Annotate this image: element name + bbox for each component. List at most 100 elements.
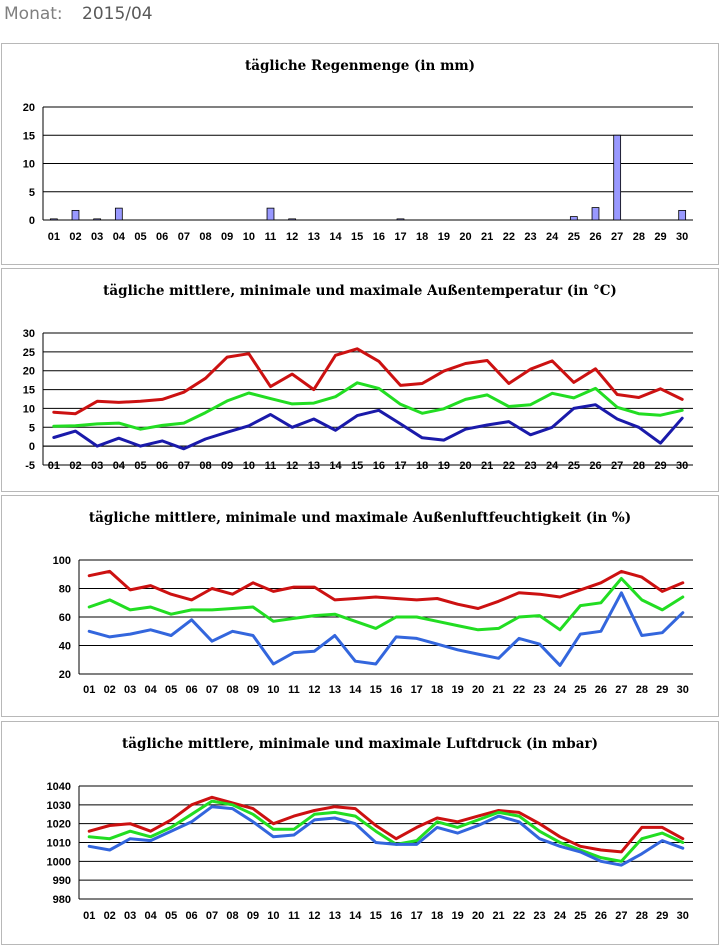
x-tick-label: 07 <box>178 231 190 243</box>
x-tick-label: 04 <box>113 460 126 472</box>
x-tick-label: 08 <box>226 684 238 696</box>
x-tick-label: 20 <box>472 910 484 922</box>
x-tick-label: 22 <box>513 684 525 696</box>
x-tick-label: 16 <box>390 910 402 922</box>
x-tick-label: 14 <box>329 460 342 472</box>
y-tick-label: 30 <box>23 328 35 340</box>
y-tick-label: 25 <box>23 347 35 359</box>
x-tick-label: 24 <box>554 910 567 922</box>
x-tick-label: 19 <box>452 684 464 696</box>
x-tick-label: 18 <box>416 231 428 243</box>
x-tick-label: 13 <box>308 460 320 472</box>
x-tick-label: 25 <box>574 910 586 922</box>
x-tick-label: 21 <box>492 910 504 922</box>
x-tick-label: 05 <box>134 231 146 243</box>
y-tick-label: 1020 <box>47 819 71 831</box>
x-tick-label: 17 <box>394 460 406 472</box>
x-tick-label: 23 <box>524 231 536 243</box>
x-tick-label: 24 <box>554 684 567 696</box>
x-tick-label: 12 <box>308 910 320 922</box>
x-tick-label: 08 <box>226 910 238 922</box>
y-tick-label: 20 <box>23 102 35 114</box>
x-tick-label: 02 <box>104 910 116 922</box>
y-tick-label: 1030 <box>47 800 71 812</box>
x-tick-label: 25 <box>568 231 580 243</box>
x-tick-label: 22 <box>503 231 515 243</box>
x-tick-label: 21 <box>492 684 504 696</box>
x-tick-label: 15 <box>351 231 363 243</box>
humidity-chart-panel: tägliche mittlere, minimale und maximale… <box>1 495 719 717</box>
x-tick-label: 03 <box>91 231 103 243</box>
x-tick-label: 19 <box>438 460 450 472</box>
y-tick-label: 0 <box>29 215 35 227</box>
rain-chart-panel: tägliche Regenmenge (in mm) 0 5 10 15 20 01 02 0… <box>1 43 719 265</box>
x-tick-label: 09 <box>247 684 259 696</box>
rain-bar <box>613 134 622 221</box>
x-tick-label: 04 <box>145 910 158 922</box>
rain-bar <box>288 218 297 221</box>
x-tick-label: 05 <box>165 910 177 922</box>
series-line-1 <box>87 795 685 854</box>
x-tick-label: 14 <box>349 684 362 696</box>
x-tick-label: 28 <box>636 910 648 922</box>
series-line-2 <box>87 577 685 632</box>
x-tick-label: 01 <box>83 910 95 922</box>
x-tick-label: 23 <box>533 684 545 696</box>
y-tick-label: 10 <box>23 159 35 171</box>
x-tick-label: 02 <box>69 231 81 243</box>
x-tick-label: 28 <box>633 231 645 243</box>
rain-bar <box>114 207 123 221</box>
x-tick-label: 19 <box>452 910 464 922</box>
x-tick-label: 30 <box>677 684 689 696</box>
rain-bar <box>71 209 80 221</box>
x-tick-label: 06 <box>156 231 168 243</box>
x-tick-label: 17 <box>411 684 423 696</box>
x-tick-label: 05 <box>134 460 146 472</box>
x-tick-label: 01 <box>48 460 60 472</box>
y-tick-label: 5 <box>29 422 35 434</box>
x-tick-label: 30 <box>676 460 688 472</box>
x-tick-label: 03 <box>91 460 103 472</box>
x-tick-label: 20 <box>459 460 471 472</box>
x-tick-label: 12 <box>308 684 320 696</box>
chart-title: tägliche mittlere, minimale und maximale… <box>103 283 617 299</box>
y-tick-label: 980 <box>53 894 71 906</box>
x-tick-label: 28 <box>636 684 648 696</box>
rain-bar <box>569 216 578 221</box>
x-tick-label: 11 <box>288 684 300 696</box>
x-tick-label: 02 <box>104 684 116 696</box>
x-tick-label: 14 <box>329 231 342 243</box>
x-tick-label: 22 <box>513 910 525 922</box>
humidity-chart: tägliche mittlere, minimale und maximale… <box>53 510 693 696</box>
x-tick-label: 16 <box>390 684 402 696</box>
x-tick-label: 12 <box>286 460 298 472</box>
y-tick-label: 80 <box>59 584 71 596</box>
x-tick-label: 20 <box>459 231 471 243</box>
y-tick-label: 100 <box>53 555 71 567</box>
x-tick-label: 24 <box>546 231 559 243</box>
y-tick-label: 20 <box>23 366 35 378</box>
rain-bar <box>93 218 102 221</box>
x-tick-label: 02 <box>69 460 81 472</box>
x-tick-label: 30 <box>677 910 689 922</box>
x-tick-label: 16 <box>373 460 385 472</box>
pressure-chart: tägliche mittlere, minimale und maximale… <box>47 736 693 922</box>
x-tick-label: 06 <box>185 684 197 696</box>
x-tick-label: 18 <box>431 910 443 922</box>
y-tick-label: 1040 <box>47 781 71 793</box>
x-tick-label: 07 <box>206 910 218 922</box>
x-tick-label: 10 <box>267 684 279 696</box>
x-tick-label: 15 <box>370 910 382 922</box>
x-tick-label: 08 <box>199 231 211 243</box>
y-tick-label: 1010 <box>47 838 71 850</box>
x-tick-label: 23 <box>533 910 545 922</box>
x-tick-label: 05 <box>165 684 177 696</box>
x-tick-label: 11 <box>265 231 277 243</box>
month-value: 2015/04 <box>82 4 153 24</box>
rain-bar <box>266 207 275 221</box>
x-tick-label: 14 <box>349 910 362 922</box>
x-tick-label: 17 <box>411 910 423 922</box>
x-tick-label: 03 <box>124 910 136 922</box>
y-tick-label: 15 <box>23 385 35 397</box>
x-tick-label: 16 <box>373 231 385 243</box>
